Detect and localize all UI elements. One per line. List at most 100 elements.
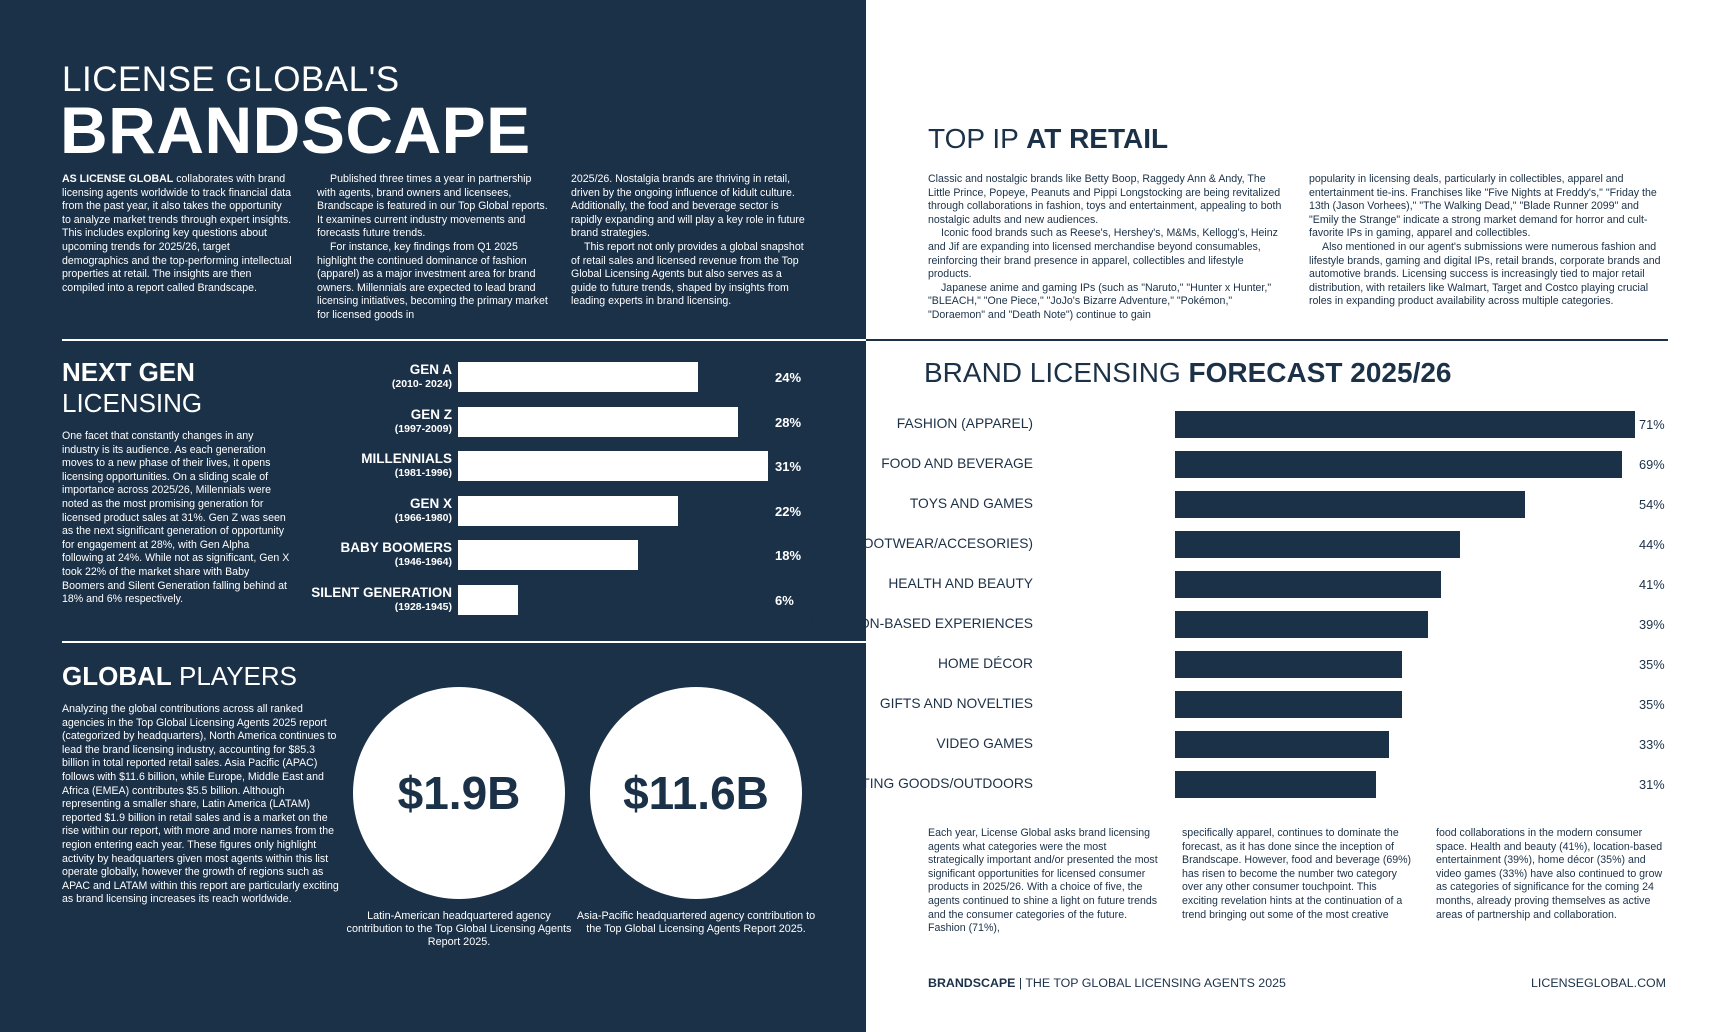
forecast-category-label: HOME DÉCOR [937,656,1033,671]
forecast-row: TOYS AND GAMES 54% [866,491,1728,518]
gen-label: GEN Z (1997-2009) [395,407,452,436]
divider [62,339,866,341]
intro-col1-text: collaborates with brand licensing agents… [62,173,292,294]
gen-name: BABY BOOMERS [340,540,452,556]
gen-label: GEN X (1966-1980) [395,496,452,525]
forecast-row: LOCATION-BASED EXPERIENCES 39% [810,611,1728,638]
gen-value-label: 31% [775,459,802,475]
forecast-category-label: FASHION (FOOTWEAR/ACCESORIES) [785,536,1033,551]
forecast-col-1: Each year, License Global asks brand lic… [928,827,1158,935]
forecast-row: SPORTING GOODS/OUTDOORS 31% [822,771,1728,798]
gen-label: GEN A (2010- 2024) [392,362,452,391]
intro-lead: AS LICENSE GLOBAL [62,173,174,185]
forecast-bar [1175,731,1389,758]
gen-bar [458,451,768,482]
next-gen-subtitle: LICENSING [62,388,203,418]
top-ip-col-1: Classic and nostalgic brands like Betty … [928,173,1286,323]
forecast-bar [1175,691,1402,718]
gen-row: GEN Z (1997-2009) 28% [290,406,830,439]
forecast-row: FASHION (APPAREL) 71% [866,411,1728,438]
gen-name: MILLENNIALS [361,451,452,467]
gen-name: GEN X [409,495,452,511]
forecast-category-label: HEALTH AND BEAUTY [888,576,1033,591]
forecast-title-bold: FORECAST 2025/26 [1188,357,1452,388]
intro-col2-p2: For instance, key findings from Q1 2025 … [317,240,548,321]
gen-name: GEN Z [410,406,452,422]
forecast-value-label: 41% [1639,577,1665,592]
gen-value-label: 18% [775,548,802,564]
forecast-row: FOOD AND BEVERAGE 69% [866,451,1728,478]
global-players-title: GLOBAL PLAYERS [62,661,297,691]
forecast-row: HEALTH AND BEAUTY 41% [866,571,1728,598]
gen-name: GEN A [409,362,452,377]
intro-col-2: Published three times a year in partners… [317,173,549,323]
gen-years: (1981-1996) [394,467,452,480]
top-ip-col1-p3: Japanese anime and gaming IPs (such as "… [928,281,1272,321]
next-gen-title: NEXT GEN [62,357,195,387]
gen-bar [458,540,638,571]
forecast-value-label: 31% [1639,777,1665,792]
intro-col-3: 2025/26. Nostalgia brands are thriving i… [571,173,807,309]
forecast-title-light: BRAND LICENSING [924,357,1189,388]
gen-row: BABY BOOMERS (1946-1964) 18% [290,540,830,572]
footer-site[interactable]: LICENSEGLOBAL.COM [1531,976,1666,990]
forecast-category-label: VIDEO GAMES [936,736,1033,751]
divider [866,339,1668,341]
top-ip-col2-p2: Also mentioned in our agent's submission… [1309,240,1661,308]
forecast-value-label: 44% [1639,537,1665,552]
footer-left: BRANDSCAPE | THE TOP GLOBAL LICENSING AG… [928,976,1286,990]
footer-subtitle: THE TOP GLOBAL LICENSING AGENTS 2025 [1025,976,1286,990]
gen-value-label: 28% [775,414,802,430]
global-players-title-light: PLAYERS [171,661,298,691]
forecast-title: BRAND LICENSING FORECAST 2025/26 [924,356,1452,390]
intro-col-1: AS LICENSE GLOBAL collaborates with bran… [62,173,292,295]
forecast-value-label: 71% [1639,417,1665,432]
global-players-body: Analyzing the global contributions acros… [62,703,339,906]
forecast-bar [1175,651,1402,678]
right-page: TOP IP AT RETAIL Classic and nostalgic b… [785,0,1728,1032]
forecast-category-label: FASHION (APPAREL) [896,416,1033,431]
gen-years: (1997-2009) [394,422,452,435]
top-ip-title-bold: AT RETAIL [1026,123,1169,154]
header-kicker: LICENSE GLOBAL'S [62,60,400,99]
top-ip-col1-p1: Classic and nostalgic brands like Betty … [928,173,1282,226]
forecast-bar [1175,771,1376,798]
forecast-category-label: TOYS AND GAMES [909,496,1033,511]
gen-value-label: 6% [775,593,794,608]
forecast-value-label: 54% [1639,497,1665,512]
gen-years: (1946-1964) [394,556,452,569]
gen-value-label: 22% [775,503,802,519]
divider [62,641,866,643]
left-page: LICENSE GLOBAL'S BRANDSCAPE AS LICENSE G… [0,0,866,1032]
gen-years: (1966-1980) [394,511,452,524]
forecast-category-label: SPORTING GOODS/OUTDOORS [822,776,1033,791]
forecast-row: FASHION (FOOTWEAR/ACCESORIES) 44% [785,531,1728,558]
stat-latam-caption: Latin-American headquartered agency cont… [346,910,572,949]
forecast-value-label: 35% [1639,697,1665,712]
footer-sep: | [1015,976,1026,990]
gen-value-label: 24% [775,370,802,385]
gen-row: SILENT GENERATION (1928-1945) 6% [290,585,830,617]
forecast-value-label: 39% [1639,617,1665,632]
forecast-row: GIFTS AND NOVELTIES 35% [866,691,1728,718]
gen-label: BABY BOOMERS (1946-1964) [340,540,452,569]
forecast-col-3: food collaborations in the modern consum… [1436,827,1663,921]
forecast-col-2: specifically apparel, continues to domin… [1182,827,1412,921]
gen-bar [458,362,698,392]
gen-label: SILENT GENERATION (1928-1945) [311,585,452,614]
stat-apac-caption: Asia-Pacific headquartered agency contri… [576,910,816,936]
forecast-bar [1175,571,1441,598]
global-players-title-bold: GLOBAL [62,661,172,691]
intro-col2-p1: Published three times a year in partners… [317,173,548,240]
gen-name: SILENT GENERATION [311,585,452,600]
gen-row: GEN A (2010- 2024) 24% [290,362,830,394]
top-ip-col2-p1: popularity in licensing deals, particula… [1309,173,1657,240]
intro-col3-p2: This report not only provides a global s… [571,240,804,308]
top-ip-title-light: TOP IP [928,123,1027,154]
gen-label: MILLENNIALS (1981-1996) [361,451,452,480]
gen-bar [458,585,518,615]
stat-apac-circle: $11.6B [590,687,802,899]
forecast-row: VIDEO GAMES 33% [866,731,1728,758]
forecast-bar [1175,411,1635,438]
next-gen-body: One facet that constantly changes in any… [62,430,290,606]
